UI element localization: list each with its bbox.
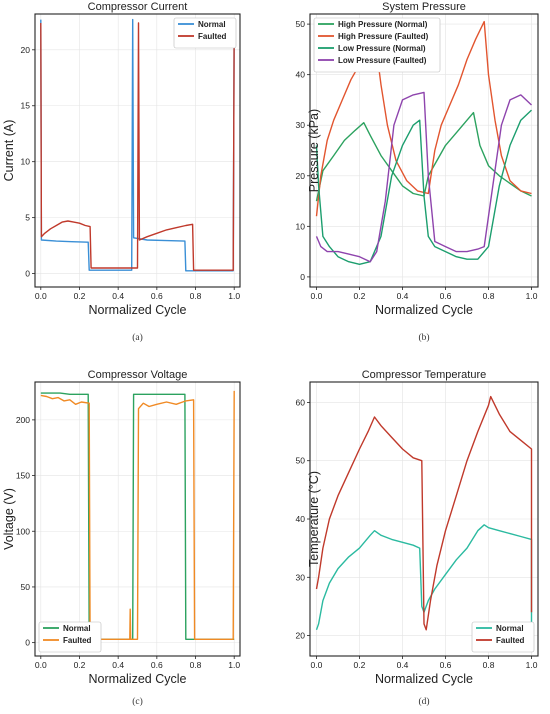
x-axis-label: Normalized Cycle <box>89 672 187 686</box>
x-tick-label: 1.0 <box>526 660 538 670</box>
y-tick-label: 50 <box>296 456 306 466</box>
x-tick-label: 0.2 <box>74 291 86 301</box>
legend-label: Faulted <box>63 636 92 645</box>
x-tick-label: 0.0 <box>35 291 47 301</box>
series-line-1 <box>315 524 533 636</box>
x-tick-label: 0.0 <box>311 291 323 301</box>
series-line-3 <box>315 109 532 265</box>
plot-frame <box>34 13 241 288</box>
plot-frame <box>309 13 539 288</box>
y-tick-label: 30 <box>296 572 306 582</box>
chart-title: Compressor Current <box>88 1 188 13</box>
legend-label: High Pressure (Normal) <box>338 20 428 29</box>
y-tick-label: 100 <box>16 526 30 536</box>
y-axis-label: Current (A) <box>2 120 16 182</box>
x-tick-label: 0.4 <box>112 660 124 670</box>
chart-title: System Pressure <box>382 1 466 13</box>
y-tick-label: 20 <box>296 171 306 181</box>
legend: Normal Faulted <box>471 621 535 653</box>
series-line-2 <box>315 395 533 631</box>
legend-box <box>173 17 237 49</box>
y-tick-label: 20 <box>296 631 306 641</box>
y-tick-label: 20 <box>21 45 31 55</box>
x-tick-label: 0.2 <box>74 660 86 670</box>
y-axis-label: Temperature (°C) <box>307 471 321 567</box>
x-tick-label: 0.2 <box>354 660 366 670</box>
y-tick-label: 30 <box>296 120 306 130</box>
x-axis-label: Normalized Cycle <box>375 672 473 686</box>
series-line-2 <box>40 390 235 640</box>
y-tick-label: 5 <box>25 213 30 223</box>
x-tick-label: 0.4 <box>397 291 409 301</box>
series-line-1 <box>315 111 532 202</box>
legend-label: Normal <box>63 624 91 633</box>
series-line-4 <box>315 91 532 263</box>
x-tick-label: 0.0 <box>35 660 47 670</box>
y-tick-label: 60 <box>296 397 306 407</box>
series-line-1 <box>40 18 235 272</box>
legend-label: Low Pressure (Faulted) <box>338 56 427 65</box>
legend-label: Normal <box>198 20 226 29</box>
y-tick-label: 10 <box>296 221 306 231</box>
series-line-2 <box>40 22 235 271</box>
legend: Normal Faulted <box>38 621 102 653</box>
x-tick-label: 1.0 <box>228 291 240 301</box>
y-tick-label: 0 <box>25 269 30 279</box>
chart-panel-c: 0.0 0.2 0.4 0.6 0.8 1.0 0 50 100 150 200 Compressor… <box>2 369 241 707</box>
y-tick-label: 10 <box>21 157 31 167</box>
y-tick-label: 200 <box>16 415 30 425</box>
chart-title: Compressor Voltage <box>88 369 188 381</box>
plot-frame <box>34 381 241 657</box>
y-tick-label: 150 <box>16 471 30 481</box>
x-tick-label: 0.6 <box>151 660 163 670</box>
figure-caption: (c) <box>132 696 143 707</box>
legend-box <box>38 621 102 653</box>
legend-label: Normal <box>496 624 524 633</box>
y-tick-label: 40 <box>296 70 306 80</box>
legend-label: Faulted <box>496 636 525 645</box>
x-tick-label: 0.4 <box>112 291 124 301</box>
y-tick-label: 50 <box>21 582 31 592</box>
y-tick-label: 0 <box>300 272 305 282</box>
legend: High Pressure (Normal) High Pressure (Fau… <box>313 17 441 73</box>
x-tick-label: 1.0 <box>526 291 538 301</box>
legend-label: High Pressure (Faulted) <box>338 32 429 41</box>
x-tick-label: 0.4 <box>397 660 409 670</box>
x-tick-label: 0.6 <box>440 291 452 301</box>
legend: Normal Faulted <box>173 17 237 49</box>
figure-caption: (d) <box>418 696 429 707</box>
y-tick-label: 40 <box>296 514 306 524</box>
x-tick-label: 1.0 <box>228 660 240 670</box>
chart-panel-b: 0.0 0.2 0.4 0.6 0.8 1.0 0 10 20 30 40 50 System Pres… <box>296 1 539 343</box>
legend-box <box>471 621 535 653</box>
y-tick-label: 50 <box>296 19 306 29</box>
x-tick-label: 0.8 <box>190 291 202 301</box>
legend-box <box>313 17 441 73</box>
chart-panel-d: 0.0 0.2 0.4 0.6 0.8 1.0 20 30 40 50 60 Compressor T… <box>296 369 539 707</box>
legend-label: Low Pressure (Normal) <box>338 44 426 53</box>
figure-caption: (a) <box>132 332 143 343</box>
y-tick-label: 0 <box>25 638 30 648</box>
x-tick-label: 0.6 <box>151 291 163 301</box>
y-axis-label: Pressure (kPa) <box>307 109 321 192</box>
series-line-2 <box>315 20 532 217</box>
x-axis-label: Normalized Cycle <box>375 303 473 317</box>
x-tick-label: 0.8 <box>190 660 202 670</box>
figure-caption: (b) <box>418 332 429 343</box>
x-tick-label: 0.0 <box>311 660 323 670</box>
x-tick-label: 0.8 <box>483 660 495 670</box>
y-tick-label: 15 <box>21 101 31 111</box>
x-axis-label: Normalized Cycle <box>89 303 187 317</box>
legend-label: Faulted <box>198 32 227 41</box>
x-tick-label: 0.8 <box>483 291 495 301</box>
x-tick-label: 0.2 <box>354 291 366 301</box>
series-line-1 <box>40 392 235 640</box>
chart-title: Compressor Temperature <box>362 369 487 381</box>
chart-panel-a: 0.0 0.2 0.4 0.6 0.8 1.0 0 5 10 15 20 Compressor Cur… <box>2 1 241 343</box>
x-tick-label: 0.6 <box>440 660 452 670</box>
y-axis-label: Voltage (V) <box>2 488 16 550</box>
